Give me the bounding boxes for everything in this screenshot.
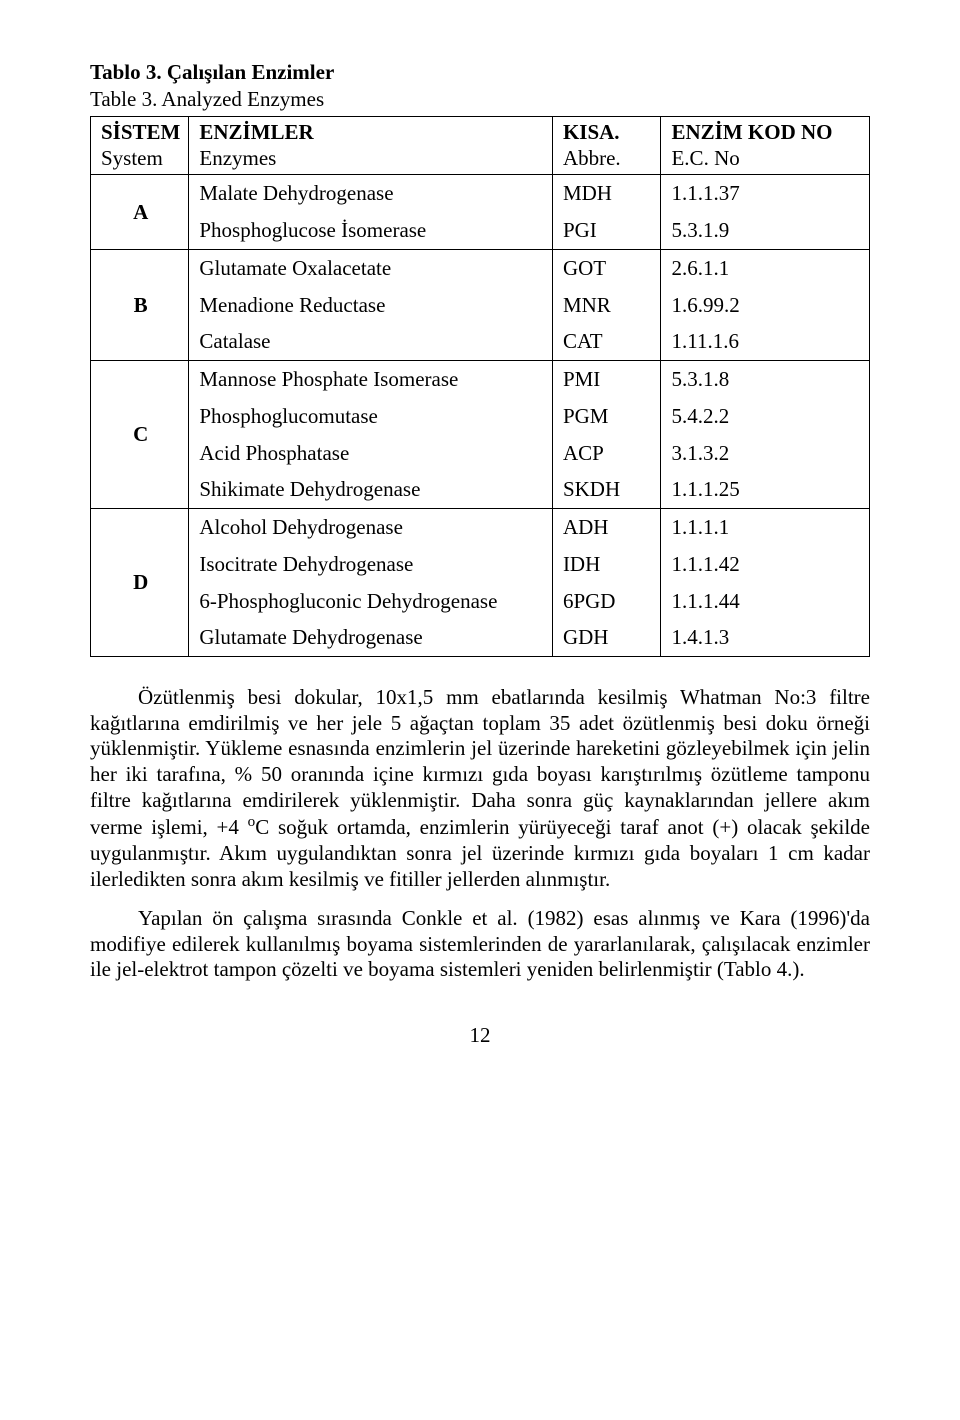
enzyme-name: Mannose Phosphate Isomerase [189,361,552,398]
header-ecno-line1: ENZİM KOD NO [671,119,861,146]
enzyme-ec: 1.1.1.44 [661,583,869,620]
header-enzymes-line1: ENZİMLER [199,119,544,146]
enzyme-abbr: PMI [553,361,661,398]
page-number: 12 [90,1023,870,1048]
enzyme-name: Malate Dehydrogenase [189,175,552,212]
header-system-line2: System [101,145,180,172]
enzyme-ec: 3.1.3.2 [661,435,869,472]
enzyme-name: Glutamate Oxalacetate [189,250,552,287]
header-system-line1: SİSTEM [101,119,180,146]
enzyme-abbr: 6PGD [553,583,661,620]
enzyme-ec: 1.1.1.25 [661,471,869,508]
enzyme-name: Phosphoglucose İsomerase [189,212,552,249]
enzyme-abbr: MNR [553,287,661,324]
system-letter: A [91,198,188,227]
enzyme-name: Shikimate Dehydrogenase [189,471,552,508]
enzyme-name: 6-Phosphogluconic Dehydrogenase [189,583,552,620]
enzyme-abbr: ADH [553,509,661,546]
paragraph-2: Yapılan ön çalışma sırasında Conkle et a… [90,906,870,983]
header-enzymes-line2: Enzymes [199,145,544,172]
system-letter: C [91,420,188,449]
enzyme-abbr: GOT [553,250,661,287]
header-abbre-line2: Abbre. [563,145,653,172]
system-letter: D [91,568,188,597]
header-enzymes: ENZİMLEREnzymes [189,117,552,175]
enzyme-ec: 1.6.99.2 [661,287,869,324]
enzyme-ec: 1.11.1.6 [661,323,869,360]
enzyme-abbr: ACP [553,435,661,472]
enzyme-table: SİSTEMSystemENZİMLEREnzymesKISA.Abbre.EN… [90,116,870,658]
enzyme-abbr: PGI [553,212,661,249]
enzyme-ec: 5.3.1.9 [661,212,869,249]
enzyme-abbr: IDH [553,546,661,583]
enzyme-abbr: PGM [553,398,661,435]
enzyme-name: Isocitrate Dehydrogenase [189,546,552,583]
enzyme-name: Phosphoglucomutase [189,398,552,435]
enzyme-abbr: CAT [553,323,661,360]
table-caption: Table 3. Analyzed Enzymes [90,87,870,112]
enzyme-ec: 1.4.1.3 [661,619,869,656]
table-caption-bold: Tablo 3. Çalışılan Enzimler [90,60,870,85]
enzyme-abbr: GDH [553,619,661,656]
enzyme-ec: 1.1.1.1 [661,509,869,546]
header-abbre-line1: KISA. [563,119,653,146]
enzyme-ec: 1.1.1.42 [661,546,869,583]
enzyme-name: Glutamate Dehydrogenase [189,619,552,656]
enzyme-abbr: SKDH [553,471,661,508]
header-ecno-line2: E.C. No [671,145,861,172]
system-letter: B [91,291,188,320]
enzyme-name: Alcohol Dehydrogenase [189,509,552,546]
enzyme-ec: 2.6.1.1 [661,250,869,287]
enzyme-name: Menadione Reductase [189,287,552,324]
enzyme-abbr: MDH [553,175,661,212]
header-ecno: ENZİM KOD NOE.C. No [661,117,869,175]
header-abbre: KISA.Abbre. [553,117,661,175]
enzyme-ec: 5.4.2.2 [661,398,869,435]
enzyme-name: Catalase [189,323,552,360]
paragraph-1: Özütlenmiş besi dokular, 10x1,5 mm ebatl… [90,685,870,892]
header-system: SİSTEMSystem [91,117,188,175]
enzyme-ec: 1.1.1.37 [661,175,869,212]
enzyme-ec: 5.3.1.8 [661,361,869,398]
enzyme-name: Acid Phosphatase [189,435,552,472]
